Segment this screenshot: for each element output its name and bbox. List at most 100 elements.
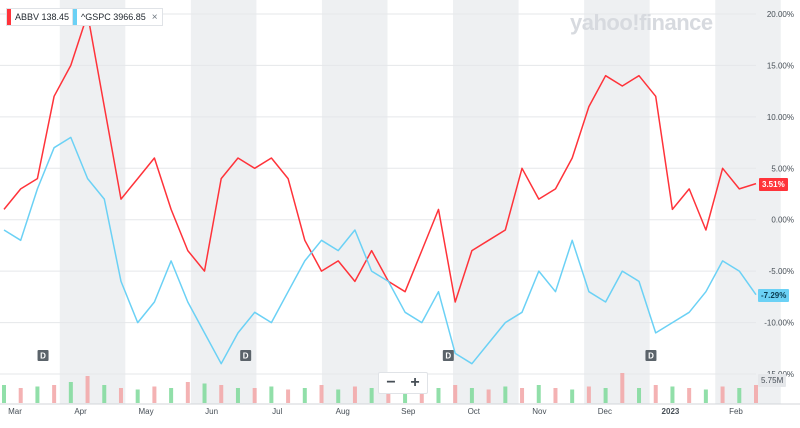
remove-comparison-icon[interactable]: × <box>151 11 158 23</box>
volume-bar <box>18 388 23 403</box>
volume-bar <box>553 388 558 403</box>
month-band <box>321 0 388 404</box>
dividend-marker: D <box>645 350 657 361</box>
abbv-last-value-tag: 3.51% <box>759 178 788 191</box>
zoom-controls: − + <box>378 372 428 394</box>
volume-bar <box>603 388 608 403</box>
volume-bar <box>52 385 57 403</box>
zoom-in-button[interactable]: + <box>410 374 420 391</box>
x-tick-label: Jun <box>205 407 218 416</box>
volume-bar <box>520 388 525 403</box>
y-tick-label: 5.00% <box>771 164 794 173</box>
volume-bar <box>703 389 708 403</box>
volume-bar <box>68 382 73 403</box>
x-tick-label: May <box>139 407 154 416</box>
abbv-line <box>3 13 757 303</box>
x-tick-label: Dec <box>598 407 612 416</box>
x-tick-label: Apr <box>74 407 87 416</box>
dividend-marker-label: D <box>243 352 249 361</box>
dividend-marker-label: D <box>648 352 654 361</box>
month-band <box>190 0 257 404</box>
y-tick-label: 15.00% <box>767 61 794 70</box>
y-tick-label: 0.00% <box>771 216 794 225</box>
volume-bar <box>687 388 692 403</box>
volume-bar <box>670 386 675 403</box>
dividend-marker-box <box>240 350 252 361</box>
volume-bar <box>269 386 274 403</box>
dividend-marker-box <box>645 350 657 361</box>
volume-bar <box>85 376 90 403</box>
dividend-marker: D <box>37 350 49 361</box>
legend-abbv-value: 138.45 <box>41 12 70 22</box>
dividend-marker-box <box>442 350 454 361</box>
volume-bar <box>436 388 441 403</box>
gspc-swatch <box>73 9 77 25</box>
dividend-marker-box <box>37 350 49 361</box>
abbv-swatch <box>7 9 11 25</box>
volume-bar <box>185 382 190 403</box>
y-tick-label: 20.00% <box>767 10 794 19</box>
x-tick-label: Jul <box>272 407 282 416</box>
dividend-marker: D <box>240 350 252 361</box>
y-tick-label: 10.00% <box>767 113 794 122</box>
volume-bar <box>620 373 625 403</box>
x-tick-label: Feb <box>729 407 743 416</box>
x-tick-label: Nov <box>532 407 546 416</box>
zoom-out-button[interactable]: − <box>386 374 396 391</box>
month-band <box>715 0 781 404</box>
legend-abbv[interactable]: ABBV 138.45 <box>6 8 75 26</box>
legend-gspc[interactable]: ^GSPC 3966.85 × <box>72 8 163 26</box>
x-tick-label: 2023 <box>662 407 680 416</box>
volume-bar <box>319 385 324 403</box>
gspc-last-value-tag: -7.29% <box>758 289 790 302</box>
volume-bar <box>118 388 123 403</box>
x-tick-label: Sep <box>401 407 416 416</box>
volume-bar <box>570 389 575 403</box>
volume-bar <box>369 388 374 403</box>
x-tick-label: Mar <box>8 407 22 416</box>
volume-bar <box>469 388 474 403</box>
volume-bar <box>252 388 257 403</box>
volume-bar <box>352 386 357 403</box>
month-band <box>453 0 519 404</box>
volume-bar <box>35 386 40 403</box>
volume-bar <box>235 388 240 403</box>
volume-readout: 5.75M <box>758 374 787 387</box>
volume-bar <box>286 389 291 403</box>
volume-bar <box>152 386 157 403</box>
volume-bar <box>386 389 391 403</box>
volume-bar <box>202 383 207 403</box>
dividend-marker-label: D <box>445 352 451 361</box>
legend-gspc-label: ^GSPC <box>81 12 111 22</box>
dividend-marker: D <box>442 350 454 361</box>
volume-bar <box>637 388 642 403</box>
y-tick-label: -10.00% <box>764 319 794 328</box>
y-tick-label: -5.00% <box>769 267 794 276</box>
volume-bar <box>169 388 174 403</box>
volume-bar <box>754 385 758 403</box>
volume-bar <box>403 388 408 403</box>
volume-bar <box>2 385 6 403</box>
legend-abbv-label: ABBV <box>15 12 40 22</box>
volume-bar <box>102 385 107 403</box>
dividend-marker-label: D <box>40 352 46 361</box>
x-tick-label: Aug <box>336 407 350 416</box>
volume-bar <box>720 386 725 403</box>
volume-bar <box>135 389 140 403</box>
volume-bar <box>336 389 341 403</box>
volume-bar <box>419 386 424 403</box>
volume-bar <box>302 388 307 403</box>
x-tick-label: Oct <box>468 407 481 416</box>
gspc-line <box>3 136 757 365</box>
month-band <box>59 0 126 404</box>
brand-logo: yahoo!finance <box>570 10 713 35</box>
volume-bar <box>737 388 742 403</box>
volume-bar <box>503 386 508 403</box>
volume-bar <box>219 385 224 403</box>
volume-bar <box>486 389 491 403</box>
volume-bar <box>453 385 458 403</box>
month-band <box>584 0 650 404</box>
legend-gspc-value: 3966.85 <box>113 12 146 22</box>
